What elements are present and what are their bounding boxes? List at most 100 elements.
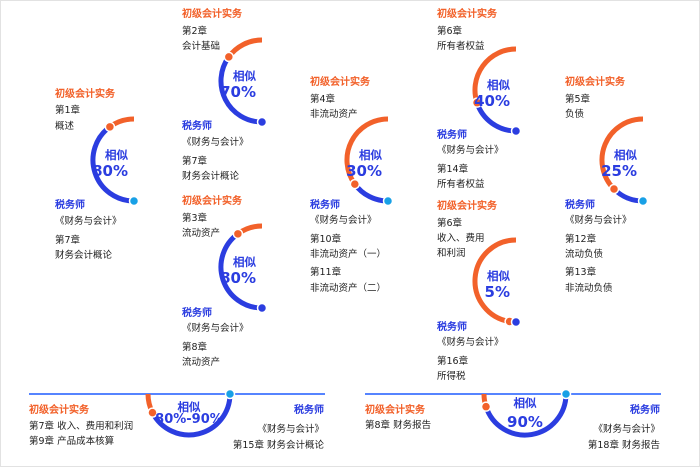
card-4-arc-orange (344, 116, 389, 186)
similarity-percent: 80% (92, 162, 128, 180)
target-course-title: 税务师 (55, 200, 85, 211)
source-chapter-line: 概述 (55, 121, 75, 132)
card-1-end-dot (128, 195, 140, 207)
similar-label: 相似 (359, 148, 382, 162)
target-chapter-line: 财务会计概论 (55, 250, 113, 261)
target-chapter-line: 《财务与会计》 (257, 424, 324, 435)
wide-card-2-arc-blue (483, 393, 569, 438)
wide-card-1-arc-blue (150, 393, 233, 438)
source-chapter-line: 第5章 (565, 94, 591, 105)
target-chapter-line: 第16章 (437, 356, 469, 367)
source-chapter-line: 第2章 (182, 26, 208, 37)
similar-label: 相似 (487, 269, 510, 283)
target-chapter-line: 《财务与会计》 (437, 145, 504, 156)
similar-label: 相似 (513, 396, 537, 410)
card-7-end-dot (637, 195, 649, 207)
target-chapter-line: 流动负债 (565, 249, 604, 260)
similarity-percent: 80%-90% (155, 412, 223, 427)
similarity-percent: 5% (484, 283, 510, 301)
similarity-percent: 90% (507, 413, 543, 431)
source-chapter-line: 非流动资产 (310, 109, 358, 120)
source-chapter-line: 流动资产 (182, 228, 221, 239)
target-chapter-line: 第14章 (437, 164, 469, 175)
source-chapter-line: 和利润 (437, 248, 466, 259)
target-chapter-line: 《财务与会计》 (310, 215, 377, 226)
target-chapter-line: 非流动资产（二） (310, 283, 387, 294)
wide-card-2-junction-dot (480, 401, 492, 412)
card-2-arc-orange (226, 37, 263, 59)
source-course-title: 初级会计实务 (437, 201, 497, 212)
target-chapter-line: 第10章 (310, 234, 342, 245)
similar-label: 相似 (487, 78, 510, 92)
card-3-arc-blue (218, 231, 263, 311)
source-course-title: 初级会计实务 (55, 89, 115, 100)
wide-card-2-end-dot (560, 388, 572, 400)
target-chapter-line: 第18章 财务报告 (587, 440, 660, 451)
wide-card-1-end-dot (224, 388, 236, 400)
source-course-title: 初级会计实务 (182, 9, 242, 20)
source-course-title: 初级会计实务 (365, 405, 425, 416)
similarity-percent: 30% (346, 162, 382, 180)
card-3-junction-dot (232, 228, 244, 240)
target-course-title: 税务师 (437, 322, 467, 333)
similar-label: 相似 (177, 400, 201, 414)
target-chapter-line: 《财务与会计》 (565, 215, 632, 226)
target-chapter-line: 第7章 (55, 235, 81, 246)
target-course-title: 税务师 (182, 308, 212, 319)
target-course-title: 税务师 (437, 130, 467, 141)
card-7-arc-orange (599, 116, 644, 191)
source-chapter-line: 第6章 (437, 26, 463, 37)
source-chapter-line: 会计基础 (182, 41, 221, 52)
similar-label: 相似 (233, 69, 256, 83)
card-6-arc-orange (472, 237, 517, 324)
target-chapter-line: 《财务与会计》 (182, 323, 249, 334)
target-chapter-line: 第12章 (565, 234, 597, 245)
card-3-end-dot (256, 302, 268, 314)
source-chapter-line: 第9章 产品成本核算 (29, 436, 115, 447)
target-chapter-line: 《财务与会计》 (437, 337, 504, 348)
card-2-arc-blue (218, 55, 263, 125)
card-4-arc-blue (352, 182, 389, 204)
similarity-percent: 40% (474, 92, 510, 110)
target-course-title: 税务师 (294, 405, 324, 416)
card-2-end-dot (256, 116, 268, 128)
source-course-title: 初级会计实务 (182, 196, 242, 207)
target-chapter-line: 《财务与会计》 (55, 216, 122, 227)
source-course-title: 初级会计实务 (310, 77, 370, 88)
source-chapter-line: 所有者权益 (437, 41, 485, 52)
source-chapter-line: 第4章 (310, 94, 336, 105)
similarity-percent: 80% (220, 269, 256, 287)
card-5-arc-orange (472, 46, 517, 104)
wide-card-1-junction-dot (147, 407, 158, 418)
target-chapter-line: 第13章 (565, 267, 597, 278)
similar-label: 相似 (233, 255, 256, 269)
card-2-junction-dot (223, 51, 235, 63)
card-7-junction-dot (608, 183, 620, 195)
target-course-title: 税务师 (630, 405, 660, 416)
source-chapter-line: 第6章 (437, 218, 463, 229)
source-chapter-line: 第3章 (182, 213, 208, 224)
source-chapter-line: 负债 (565, 109, 585, 120)
source-chapter-line: 第7章 收入、费用和利润 (29, 421, 134, 432)
similar-label: 相似 (614, 148, 637, 162)
card-4-end-dot (382, 195, 394, 207)
target-chapter-line: 《财务与会计》 (593, 424, 660, 435)
card-1-junction-dot (104, 121, 116, 133)
target-course-title: 税务师 (310, 200, 340, 211)
target-chapter-line: 第15章 财务会计概论 (232, 440, 324, 451)
target-chapter-line: 所得税 (437, 371, 466, 382)
source-course-title: 初级会计实务 (565, 77, 625, 88)
target-course-title: 税务师 (565, 200, 595, 211)
card-5-junction-dot (471, 97, 483, 108)
target-course-title: 税务师 (182, 121, 212, 132)
target-chapter-line: 《财务与会计》 (182, 137, 249, 148)
target-chapter-line: 第11章 (310, 267, 342, 278)
target-chapter-line: 非流动负债 (565, 283, 613, 294)
source-chapter-line: 第1章 (55, 105, 81, 116)
card-5-end-dot (510, 125, 522, 137)
card-6-end-dot (510, 316, 522, 328)
target-chapter-line: 非流动资产（一） (310, 249, 387, 260)
source-chapter-line: 第8章 财务报告 (365, 420, 432, 431)
target-chapter-line: 第8章 (182, 342, 208, 353)
